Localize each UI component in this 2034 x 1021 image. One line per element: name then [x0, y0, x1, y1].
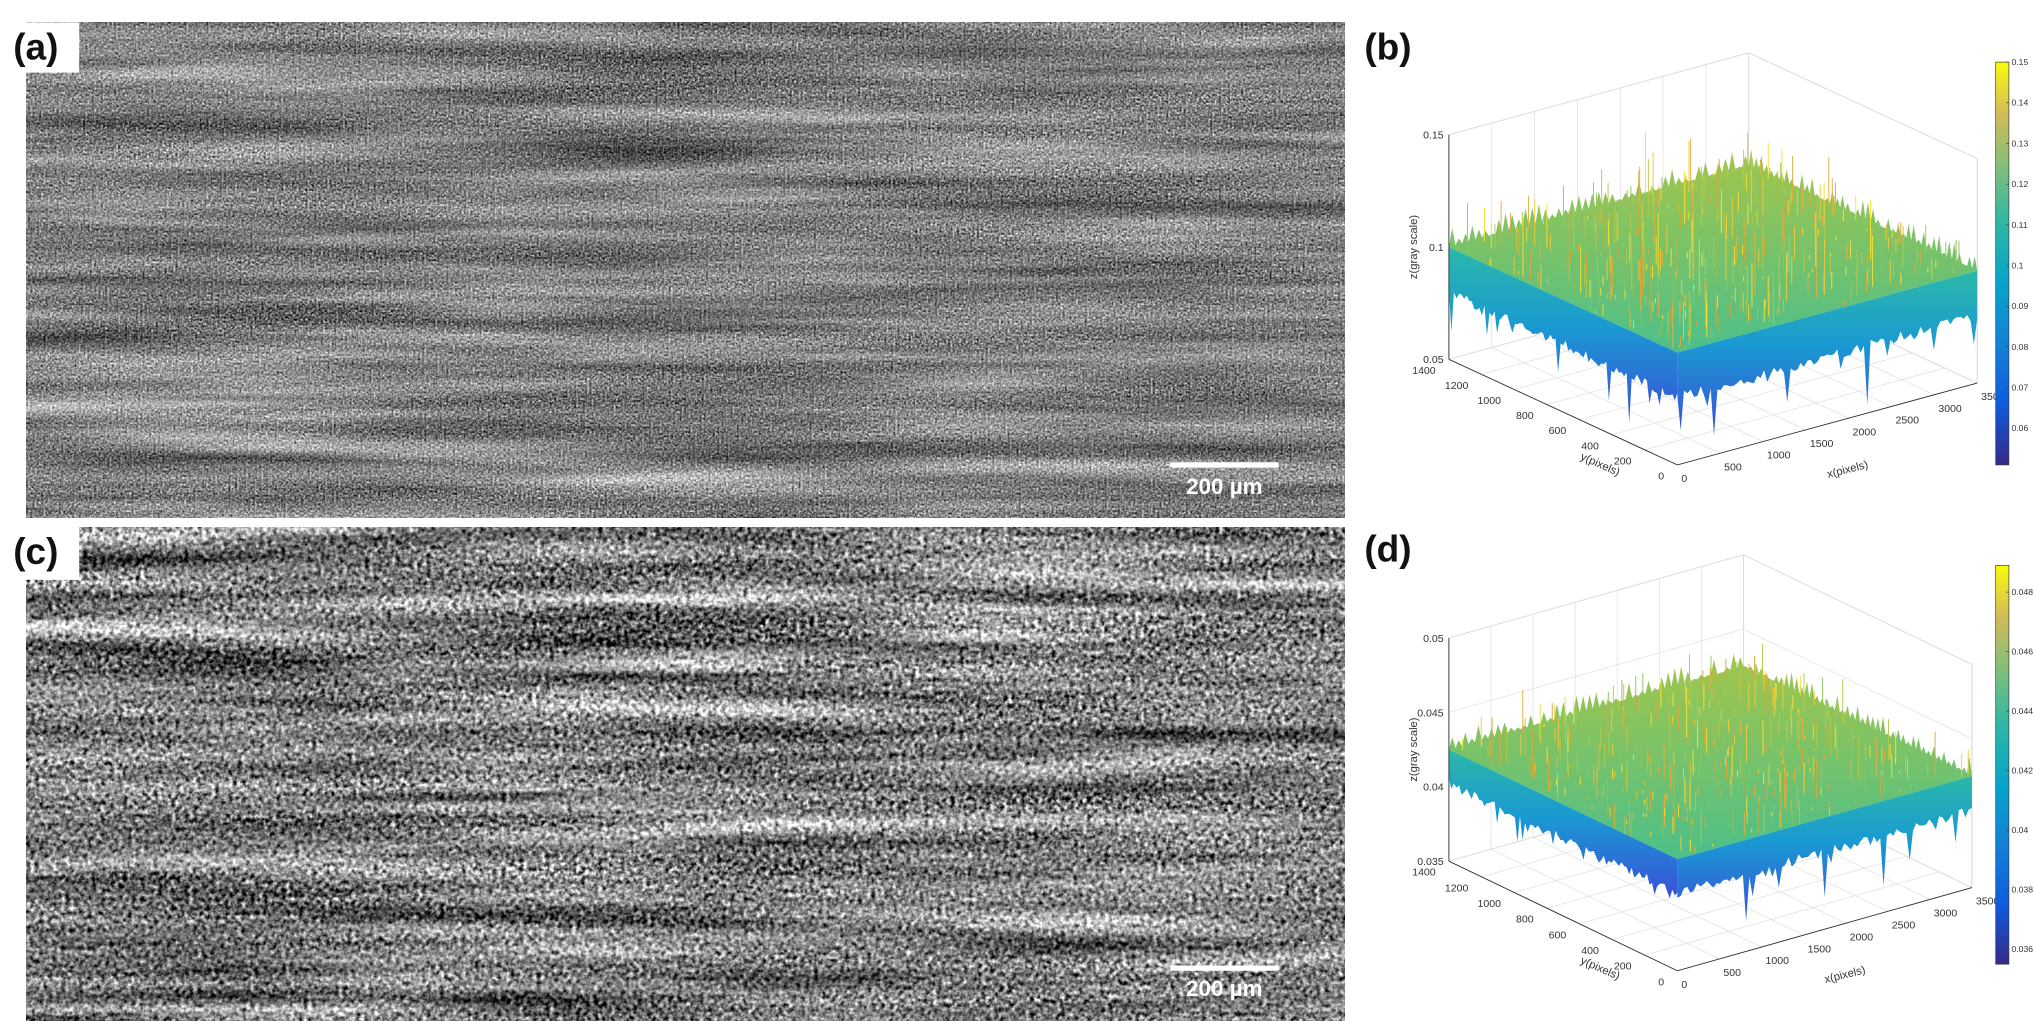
grid-line	[1532, 614, 1762, 948]
colorbar	[1995, 61, 2010, 466]
z-tick-label: 0.1	[1429, 242, 1444, 254]
y-tick-label: 1000	[1478, 898, 1502, 910]
colorbar	[1995, 564, 2010, 965]
y-tick-label: 400	[1581, 945, 1599, 957]
x-tick-label: 2500	[1896, 415, 1920, 427]
z-tick-label: 0.05	[1423, 633, 1444, 645]
x-axis-label: x(pixels)	[1823, 964, 1867, 986]
x-axis-label: x(pixels)	[1826, 459, 1870, 481]
colorbar-tick-label: 0.038	[2012, 885, 2034, 895]
surface-face	[1448, 247, 1678, 424]
x-tick-label: 2000	[1850, 931, 1874, 943]
micrograph	[26, 22, 1345, 518]
colorbar-tick-label: 0.06	[2012, 423, 2029, 433]
grid-line	[1612, 855, 1907, 940]
y-tick-label: 1000	[1478, 395, 1502, 407]
colorbar-tick-label: 0.14	[2012, 98, 2029, 108]
z-tick-label: 0.045	[1417, 707, 1444, 719]
x-tick-label: 0	[1681, 979, 1687, 991]
surface-face	[1677, 775, 1972, 921]
y-tick-label: 0	[1658, 976, 1664, 988]
panel-label: (b)	[1364, 26, 1411, 67]
z-tick-label: 0.15	[1423, 130, 1444, 142]
panel-label: (a)	[13, 26, 58, 67]
y-axis-label: y(pixels)	[1579, 955, 1622, 983]
y-tick-label: 0	[1658, 470, 1664, 482]
colorbar-tick-label: 0.13	[2012, 138, 2029, 148]
y-tick-label: 600	[1549, 425, 1567, 437]
z-axis-label: z(gray scale)	[1408, 717, 1420, 781]
x-tick-label: 1000	[1766, 955, 1790, 967]
colorbar-tick-label: 0.04	[2012, 825, 2029, 835]
grid-line	[1644, 367, 1945, 451]
colorbar-tick-label: 0.036	[2012, 944, 2034, 954]
y-tick-label: 1400	[1412, 365, 1436, 377]
z-tick-label: 0.035	[1417, 856, 1444, 868]
grid-line	[1490, 626, 1720, 960]
axis-line	[1448, 860, 1973, 972]
colorbar-tick-label: 0.15	[2012, 57, 2029, 67]
y-tick-label: 600	[1549, 929, 1567, 941]
scale-bar-label: 200 µm	[1186, 474, 1263, 499]
y-tick-label: 800	[1516, 410, 1534, 422]
grid-line	[1448, 554, 1973, 665]
x-tick-label: 3000	[1934, 908, 1958, 920]
axis-line	[1448, 358, 1978, 466]
y-tick-label: 1200	[1445, 380, 1469, 392]
x-tick-label: 1500	[1808, 943, 1832, 955]
colorbar-tick-label: 0.044	[2012, 706, 2034, 716]
colorbar-tick-label: 0.11	[2012, 220, 2028, 230]
grid-line	[1491, 122, 1721, 454]
y-tick-label: 200	[1614, 455, 1632, 467]
colorbar-tick-label: 0.12	[2012, 179, 2029, 189]
scale-bar-label: 200 µm	[1186, 976, 1263, 1001]
micrograph	[26, 527, 1345, 1021]
grid-line	[1448, 52, 1978, 159]
grid-line	[1534, 111, 1764, 442]
x-tick-label: 0	[1681, 473, 1687, 485]
z-tick-label: 0.04	[1423, 782, 1444, 794]
colorbar-tick-label: 0.08	[2012, 342, 2029, 352]
y-tick-label: 1200	[1445, 882, 1469, 894]
x-tick-label: 2500	[1892, 920, 1916, 932]
panel-label: (d)	[1364, 528, 1411, 569]
grid-line	[1644, 871, 1940, 956]
x-tick-label: 3500	[1976, 896, 2000, 908]
colorbar-tick-label: 0.1	[2012, 260, 2024, 270]
y-tick-label: 400	[1581, 440, 1599, 452]
label-box	[0, 527, 80, 580]
panel-label: (c)	[13, 531, 58, 572]
colorbar-tick-label: 0.048	[2012, 587, 2034, 597]
grid-line	[1612, 352, 1913, 436]
colorbar-tick-label: 0.046	[2012, 647, 2034, 657]
label-box	[0, 22, 80, 73]
x-tick-label: 500	[1723, 967, 1741, 979]
x-tick-label: 2000	[1853, 426, 1877, 438]
z-tick-label: 0.05	[1423, 354, 1444, 366]
colorbar-tick-label: 0.07	[2012, 383, 2029, 393]
z-axis-label: z(gray scale)	[1408, 215, 1420, 279]
x-tick-label: 500	[1724, 461, 1742, 473]
colorbar-tick-label: 0.09	[2012, 301, 2029, 311]
x-tick-label: 1500	[1810, 438, 1834, 450]
x-tick-label: 1000	[1767, 450, 1791, 462]
y-tick-label: 1400	[1412, 867, 1436, 879]
y-tick-label: 200	[1614, 961, 1632, 973]
surface-top	[1448, 653, 1972, 860]
colorbar-tick-label: 0.042	[2012, 766, 2034, 776]
surface-top	[1448, 149, 1978, 353]
surface-face	[1448, 749, 1678, 899]
surface-face	[1677, 270, 1978, 436]
y-tick-label: 800	[1516, 914, 1534, 926]
x-tick-label: 3000	[1938, 403, 1962, 415]
